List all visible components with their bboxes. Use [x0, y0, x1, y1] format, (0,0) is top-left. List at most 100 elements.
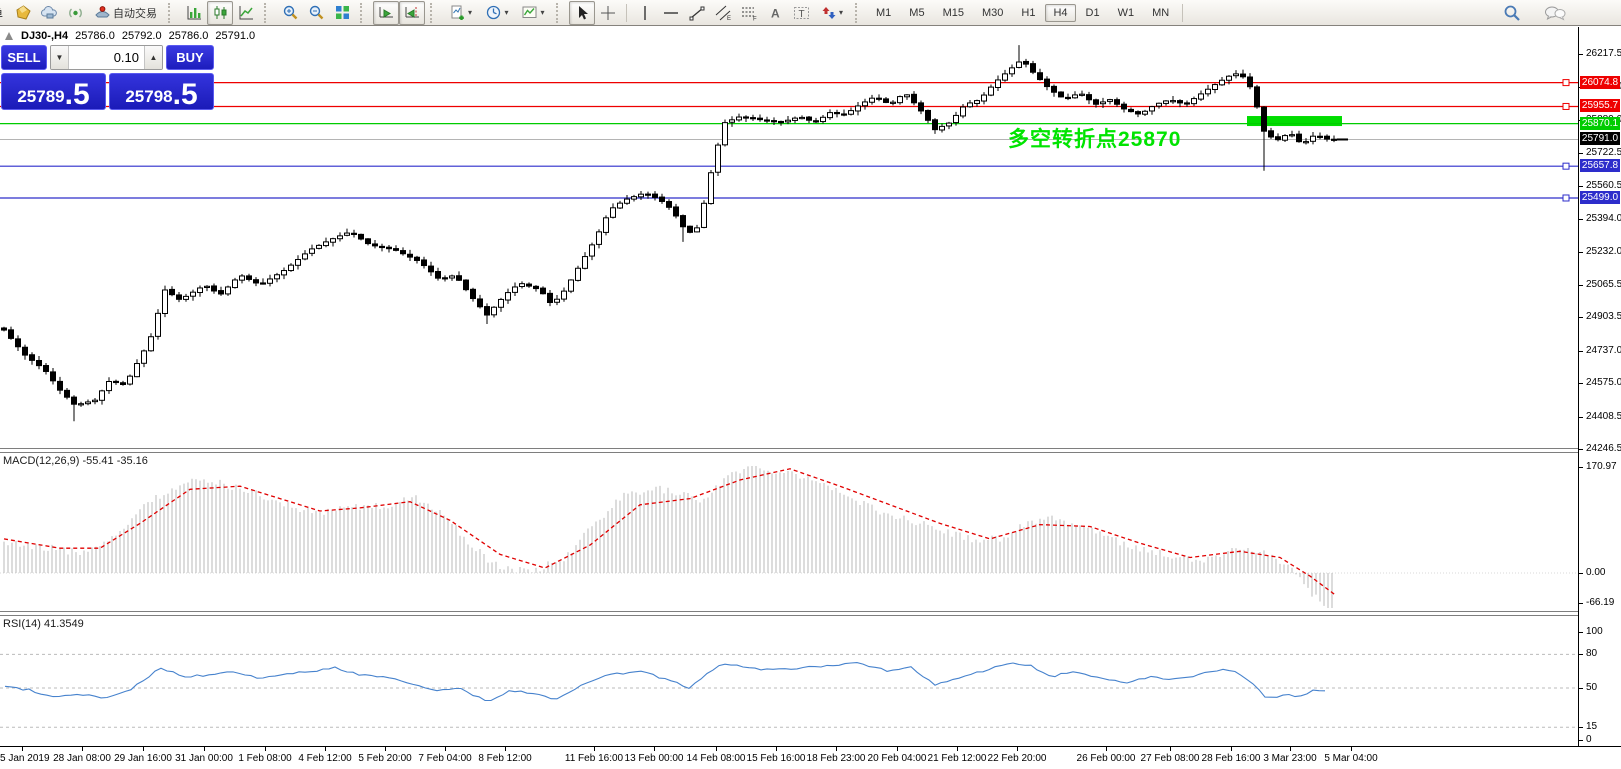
volume-input[interactable]: 0.10 — [113, 50, 139, 65]
level-price-label[interactable]: 25955.7 — [1580, 99, 1620, 113]
candle-body — [190, 291, 196, 297]
rsi-pane[interactable] — [0, 616, 1578, 746]
candle-body — [1324, 135, 1330, 140]
level-price-label[interactable]: 25870.1 — [1580, 116, 1620, 130]
bar-chart-button[interactable] — [181, 1, 207, 25]
price-tick-label: 25560.5 — [1586, 179, 1621, 191]
channel-button[interactable]: E — [710, 1, 736, 25]
line-chart-button[interactable] — [233, 1, 259, 25]
pane-separator[interactable] — [0, 448, 1621, 453]
timeframe-m5[interactable]: M5 — [909, 6, 925, 19]
level-handle[interactable] — [1562, 162, 1570, 170]
candle-body — [617, 202, 623, 209]
crosshair-button[interactable] — [595, 1, 621, 25]
volume-decrease-button[interactable]: ▼ — [51, 46, 69, 69]
autotrading-label: 自动交易 — [113, 7, 157, 20]
toolbar-gripper[interactable] — [556, 2, 564, 23]
new-order-button-partial[interactable]: 单 — [0, 2, 10, 24]
pane-separator[interactable] — [0, 611, 1621, 616]
candle-body — [1037, 72, 1043, 81]
autoscroll-button[interactable] — [373, 0, 399, 25]
symbol-period-label: DJ30-,H4 — [21, 30, 69, 42]
level-handle[interactable] — [1562, 194, 1570, 202]
chat-button[interactable] — [1542, 1, 1568, 25]
candle-body — [1289, 134, 1295, 137]
candle-body — [92, 399, 98, 403]
candle-body — [708, 172, 714, 205]
candle-body — [876, 97, 882, 100]
timeframe-h1[interactable]: H1 — [1021, 6, 1036, 19]
candle-body — [575, 267, 581, 281]
timeframe-d1[interactable]: D1 — [1085, 6, 1100, 19]
candle-body — [1275, 136, 1281, 141]
candlestick-chart-button[interactable] — [207, 0, 233, 25]
timeframe-m1[interactable]: M1 — [876, 6, 892, 19]
volume-increase-button[interactable]: ▲ — [144, 46, 162, 69]
indicators-button[interactable]: ▾ — [443, 1, 479, 25]
level-price-label[interactable]: 25657.8 — [1580, 159, 1620, 173]
price-chart-pane[interactable] — [0, 27, 1578, 448]
vertical-line-button[interactable] — [632, 1, 658, 25]
toolbar-gripper[interactable] — [855, 2, 863, 23]
toolbar-gripper[interactable] — [264, 2, 272, 23]
sell-button[interactable]: SELL — [1, 45, 47, 70]
time-tick — [1231, 747, 1232, 751]
timeframe-h4[interactable]: H4 — [1045, 3, 1076, 22]
timeframe-m30[interactable]: M30 — [981, 6, 1004, 19]
candle-body — [463, 279, 469, 291]
toolbar-gripper[interactable] — [168, 2, 176, 23]
zoom-in-button[interactable] — [277, 1, 303, 25]
toolbar-gripper[interactable] — [360, 2, 368, 23]
level-handle[interactable] — [1562, 102, 1570, 110]
level-price-label[interactable]: 25499.0 — [1580, 190, 1620, 204]
fibonacci-button[interactable]: F — [736, 1, 762, 25]
buy-price-box[interactable]: 25798 .5 — [109, 73, 214, 110]
candle-body — [141, 350, 147, 364]
timeframe-w1[interactable]: W1 — [1117, 6, 1135, 19]
metaquotes-button[interactable] — [10, 1, 36, 25]
level-price-label[interactable]: 26074.8 — [1580, 75, 1620, 89]
bar-open-value: 25786.0 — [75, 30, 115, 42]
horizontal-line-button[interactable] — [658, 1, 684, 25]
signals-button[interactable] — [62, 1, 88, 25]
macd-axis-tick — [1579, 467, 1583, 468]
candle-body — [610, 207, 616, 218]
level-handle[interactable] — [1562, 79, 1570, 87]
text-button[interactable]: A — [762, 1, 788, 25]
bar-chart-icon — [187, 6, 201, 20]
periods-button[interactable]: ▾ — [479, 1, 515, 25]
tile-windows-button[interactable] — [329, 1, 355, 25]
candle-body — [85, 401, 91, 405]
autotrading-button[interactable]: 自动交易 — [88, 1, 163, 25]
trendline-button[interactable] — [684, 1, 710, 25]
toolbar-gripper[interactable] — [430, 2, 438, 23]
text-label-button[interactable]: T — [788, 1, 814, 25]
time-tick-label: 20 Feb 04:00 — [867, 753, 927, 764]
candle-body — [778, 120, 784, 124]
macd-pane[interactable] — [0, 453, 1578, 611]
cursor-button[interactable] — [569, 0, 595, 25]
candle-body — [729, 119, 735, 123]
buy-button[interactable]: BUY — [166, 45, 214, 70]
current-price-label[interactable]: 25791.0 — [1580, 132, 1620, 146]
cloud-button[interactable] — [36, 1, 62, 25]
chart-shift-button[interactable] — [399, 0, 425, 25]
price-tick — [1579, 185, 1583, 187]
arrows-button[interactable]: ▾ — [814, 1, 850, 25]
templates-button[interactable]: ▾ — [515, 1, 551, 25]
zoom-out-button[interactable] — [303, 1, 329, 25]
pivot-zone-rectangle[interactable] — [1247, 116, 1342, 127]
candle-body — [225, 286, 231, 295]
price-tick — [1579, 383, 1583, 385]
sell-price-box[interactable]: 25789 .5 — [1, 73, 106, 110]
timeframe-mn[interactable]: MN — [1152, 6, 1170, 19]
search-button[interactable] — [1499, 1, 1525, 25]
timeframe-m15[interactable]: M15 — [942, 6, 964, 19]
candle-body — [736, 116, 742, 121]
price-axis[interactable]: 26217.526051.025889.025722.525560.525394… — [1578, 27, 1621, 746]
macd-axis-tick — [1579, 573, 1583, 574]
volume-stepper: ▼ 0.10 ▲ — [50, 45, 163, 70]
candle-body — [169, 288, 175, 296]
time-tick-label: 28 Feb 16:00 — [1201, 753, 1261, 764]
